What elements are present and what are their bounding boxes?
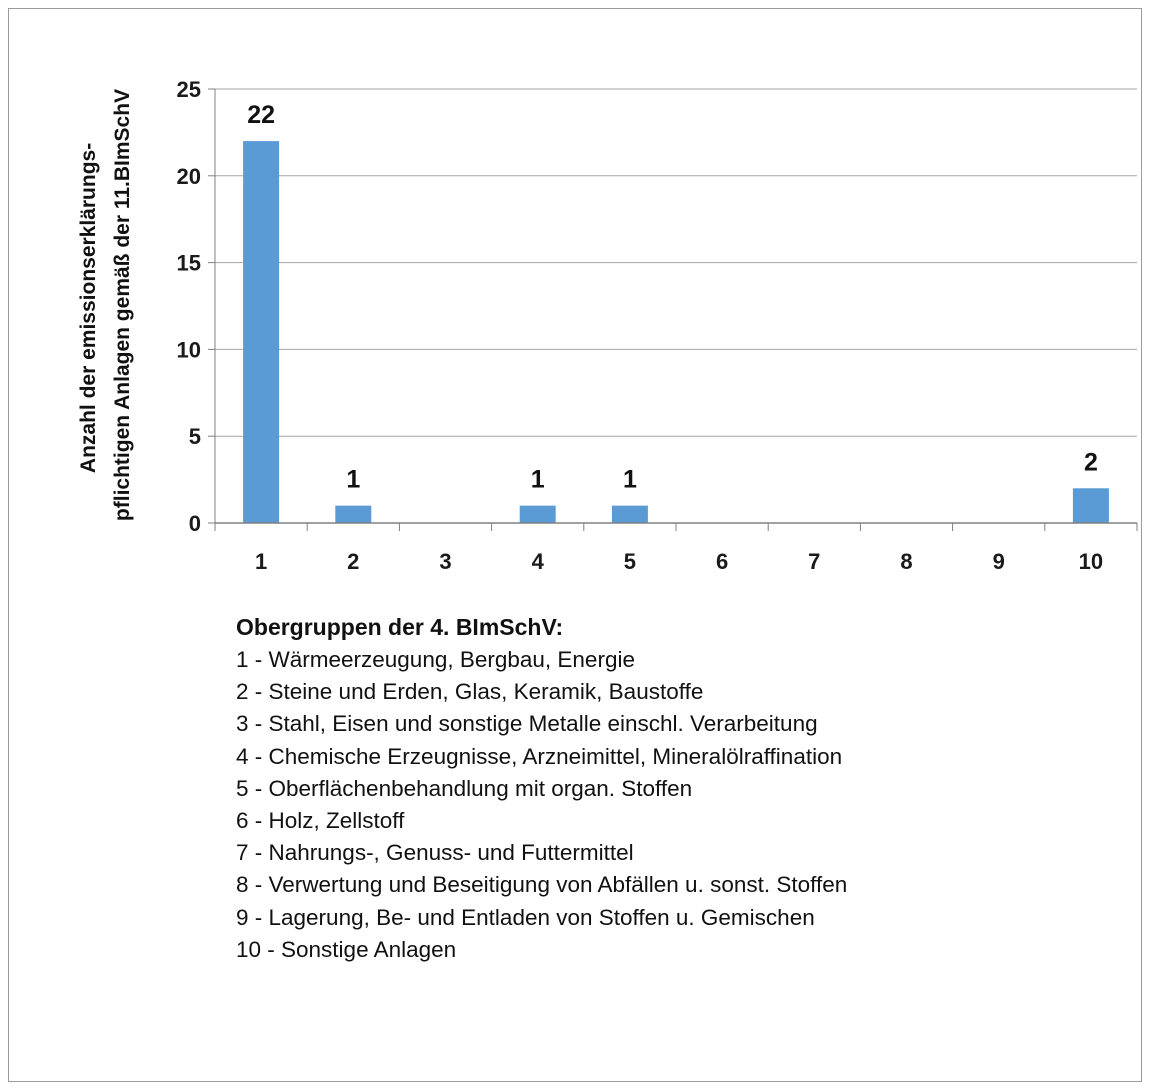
data-labels: 22 1 1 1 2 <box>247 101 1098 494</box>
y-tick-labels: 0 5 10 15 20 25 <box>177 77 201 536</box>
legend-item-4: 4 - Chemische Erzeugnisse, Arzneimittel,… <box>236 743 843 769</box>
data-label-1: 22 <box>247 101 275 129</box>
bar-1 <box>243 141 280 523</box>
x-tick-label-7: 7 <box>808 549 820 574</box>
y-tick-label-0: 0 <box>189 511 201 536</box>
category-legend: Obergruppen der 4. BImSchV: 1 - Wärmeerz… <box>236 610 1116 966</box>
bar-10 <box>1072 488 1109 523</box>
data-label-2: 1 <box>346 466 360 494</box>
bars <box>243 141 1109 523</box>
bar-chart: 0 5 10 15 20 25 1 2 3 4 5 6 7 8 9 10 22 1 1 1 2 Anzahl der… <box>77 77 1138 574</box>
x-tick-label-8: 8 <box>900 549 912 574</box>
x-tick-label-9: 9 <box>993 549 1005 574</box>
y-tick-label-20: 20 <box>177 164 201 189</box>
bar-5 <box>611 505 648 523</box>
legend-item-6: 6 - Holz, Zellstoff <box>236 808 405 834</box>
legend-item-9: 9 - Lagerung, Be- und Entladen von Stoff… <box>236 904 815 930</box>
bar-4 <box>519 505 556 523</box>
y-axis-label: Anzahl der emissionserklärungs- pflichti… <box>77 89 134 521</box>
x-tick-label-4: 4 <box>532 549 545 574</box>
legend-item-7: 7 - Nahrungs-, Genuss- und Futtermittel <box>236 840 634 866</box>
legend-item-5: 5 - Oberflächenbehandlung mit organ. Sto… <box>236 775 693 801</box>
y-tick-label-5: 5 <box>189 424 201 449</box>
gridlines <box>208 88 1137 524</box>
x-tick-labels: 1 2 3 4 5 6 7 8 9 10 <box>255 549 1103 574</box>
bar-2 <box>335 505 372 523</box>
legend-item-8: 8 - Verwertung und Beseitigung von Abfäl… <box>236 872 848 898</box>
data-label-5: 1 <box>623 466 637 494</box>
data-label-10: 2 <box>1084 448 1098 476</box>
legend-item-3: 3 - Stahl, Eisen und sonstige Metalle ei… <box>236 711 818 737</box>
legend-item-1: 1 - Wärmeerzeugung, Bergbau, Energie <box>236 647 635 672</box>
legend-item-10: 10 - Sonstige Anlagen <box>236 936 457 962</box>
legend-item-2: 2 - Steine und Erden, Glas, Keramik, Bau… <box>236 679 704 705</box>
x-tick-label-2: 2 <box>347 549 359 574</box>
y-axis-label-line-2: pflichtigen Anlagen gemäß der 11.BImSchV <box>111 89 134 521</box>
x-tick-label-5: 5 <box>624 549 636 574</box>
chart-frame <box>8 8 1142 1082</box>
y-tick-label-10: 10 <box>177 337 201 362</box>
y-tick-label-25: 25 <box>177 77 201 102</box>
y-tick-label-15: 15 <box>177 251 201 276</box>
x-tick-label-10: 10 <box>1079 549 1103 574</box>
legend-title: Obergruppen der 4. BImSchV: <box>236 614 564 640</box>
legend-list: 1 - Wärmeerzeugung, Bergbau, Energie 2 - … <box>236 644 1116 966</box>
x-tick-label-6: 6 <box>716 549 728 574</box>
x-tick-label-3: 3 <box>439 549 451 574</box>
data-label-4: 1 <box>531 466 545 494</box>
x-tick-label-1: 1 <box>255 549 267 574</box>
y-axis-label-line-1: Anzahl der emissionserklärungs- <box>77 143 100 473</box>
axes <box>214 89 1138 531</box>
